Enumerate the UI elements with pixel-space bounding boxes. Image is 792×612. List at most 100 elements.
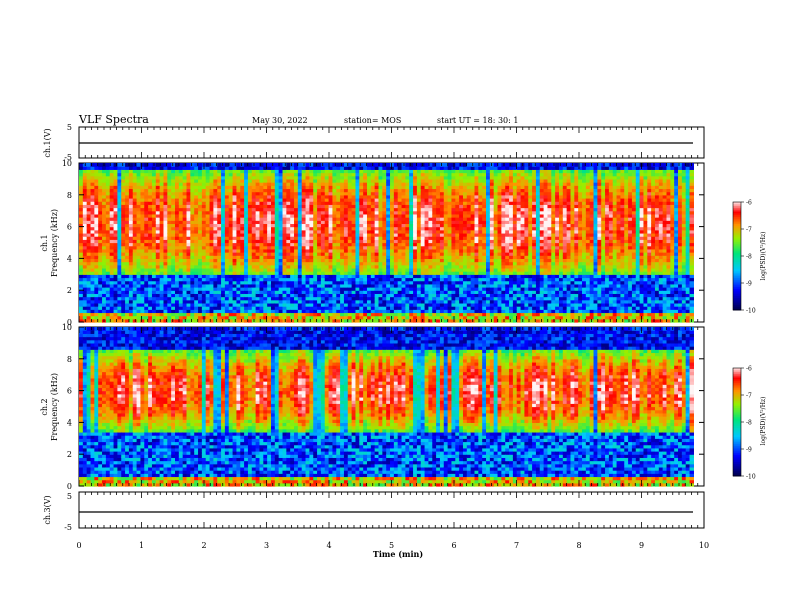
ch1-spectrogram-cell [224, 229, 230, 234]
ch1-spectrogram-cell [109, 248, 115, 253]
ch1-spectrogram-cell [82, 315, 88, 320]
ch1-spectrogram-cell [94, 220, 99, 225]
ch1-spectrogram-cell [270, 169, 276, 174]
ch1-spectrogram-cell [436, 287, 441, 291]
ch1-spectrogram-cell [140, 258, 145, 263]
ch1-spectrogram-cell [217, 271, 222, 275]
ch1-spectrogram-cell [366, 271, 372, 275]
ch1-spectrogram-cell [359, 166, 364, 170]
ch1-spectrogram-cell [420, 267, 426, 272]
ch1-spectrogram-cell [125, 191, 130, 196]
ch1-spectrogram-cell [328, 229, 334, 234]
ch1-spectrogram-cell [432, 290, 437, 294]
ch1-spectrogram-cell [328, 264, 334, 269]
ch1-spectrogram-cell [90, 213, 95, 218]
ch1-spectrogram-cell [443, 229, 449, 234]
ch1-spectrogram-cell [117, 264, 122, 269]
ch1-spectrogram-cell [117, 318, 122, 323]
ch1-spectrogram-cell [102, 271, 107, 275]
ch1-spectrogram-cell [121, 217, 126, 221]
ch1-spectrogram-cell [393, 252, 399, 256]
ch1-spectrogram-cell [370, 236, 376, 240]
ch1-spectrogram-cell [201, 312, 207, 317]
ch1-spectrogram-cell [263, 293, 268, 298]
ch1-spectrogram-cell [259, 223, 264, 228]
ch1-spectrogram-cell [317, 217, 322, 221]
ch1-spectrogram-cell [416, 210, 422, 215]
ch1-spectrogram-cell [274, 264, 280, 269]
ch1-spectrogram-cell [247, 280, 253, 285]
ch1-spectrogram-cell [167, 283, 172, 288]
ch1-spectrogram-cell [366, 242, 372, 247]
ch1-spectrogram-cell [405, 248, 410, 253]
ch1-spectrogram-cell [121, 264, 126, 269]
ch1-spectrogram-cell [294, 204, 299, 209]
ch1-spectrogram-cell [259, 191, 264, 196]
ch1-spectrogram-cell [163, 182, 168, 186]
ch1-spectrogram-cell [136, 252, 142, 256]
ch1-spectrogram-cell [420, 236, 426, 240]
ch1-spectrogram-cell [90, 232, 95, 237]
ch1-spectrogram-cell [109, 191, 115, 196]
ch1-spectrogram-cell [144, 280, 149, 285]
ch1-spectrogram-cell [401, 264, 406, 269]
ch1-spectrogram-cell [190, 175, 195, 180]
ch1-spectrogram-cell [378, 277, 383, 282]
ch1-spectrogram-cell [201, 188, 207, 193]
ch1-spectrogram-cell [190, 252, 195, 256]
ch1-spectrogram-cell [351, 248, 357, 253]
ch1-spectrogram-cell [378, 169, 383, 174]
ch1-spectrogram-cell [305, 182, 310, 186]
ch1-spectrogram-cell [436, 283, 441, 288]
ch1-spectrogram-cell [374, 283, 380, 288]
ch1-spectrogram-cell [294, 175, 299, 180]
ch1-spectrogram-cell [347, 264, 353, 269]
ch1-spectrogram-cell [171, 318, 176, 323]
ch1-spectrogram-cell [305, 220, 310, 225]
ch1-spectrogram-cell [125, 169, 130, 174]
ch1-spectrogram-cell [270, 299, 276, 304]
ch1-spectrogram-cell [439, 315, 445, 320]
ch1-spectrogram-cell [378, 197, 383, 202]
ch1-spectrogram-cell [209, 280, 214, 285]
ch1-spectrogram-cell [267, 255, 272, 259]
ch1-spectrogram-cell [155, 166, 161, 170]
ch1-spectrogram-cell [436, 252, 441, 256]
ch1-spectrogram-cell [94, 175, 99, 180]
ch1-spectrogram-cell [90, 252, 95, 256]
ch1-spectrogram-cell [278, 255, 284, 259]
ch1-spectrogram-cell [175, 229, 180, 234]
ch1-spectrogram-cell [347, 255, 353, 259]
ch1-spectrogram-cell [190, 255, 195, 259]
ch1-spectrogram-cell [90, 229, 95, 234]
ch1-spectrogram-cell [201, 239, 207, 244]
ch1-spectrogram-cell [355, 287, 360, 291]
ch1-spectrogram-cell [98, 264, 103, 269]
ch1-spectrogram-cell [282, 277, 287, 282]
ch1-spectrogram-cell [128, 175, 134, 180]
ch1-spectrogram-cell [151, 204, 157, 209]
ch1-spectrogram-cell [263, 197, 268, 202]
ch1-spectrogram-cell [297, 185, 303, 190]
ch1-spectrogram-cell [263, 290, 268, 294]
ch1-spectrogram-cell [263, 318, 268, 323]
ch1-spectrogram-cell [98, 217, 103, 221]
ch1-spectrogram-cell [236, 264, 241, 269]
ch1-spectrogram-cell [159, 194, 165, 199]
ch1-spectrogram-cell [282, 191, 287, 196]
ch1-spectrogram-cell [125, 182, 130, 186]
ch1-spectrogram-cell [140, 178, 145, 183]
ch1-spectrogram-cell [178, 296, 184, 301]
ch1-spectrogram-cell [198, 248, 203, 253]
ch1-spectrogram-cell [186, 280, 191, 285]
ch1-spectrogram-cell [144, 223, 149, 228]
ch1-spectrogram-cell [317, 312, 322, 317]
ch1-spectrogram-cell [198, 245, 203, 250]
ch1-spectrogram-cell [236, 226, 241, 231]
ch1-spectrogram-cell [151, 261, 157, 266]
ch1-spectrogram-cell [125, 242, 130, 247]
ch1-spectrogram-cell [90, 217, 95, 221]
ch1-spectrogram-cell [98, 309, 103, 314]
ch1-spectrogram-cell [290, 207, 295, 212]
ch1-spectrogram-cell [247, 163, 253, 167]
